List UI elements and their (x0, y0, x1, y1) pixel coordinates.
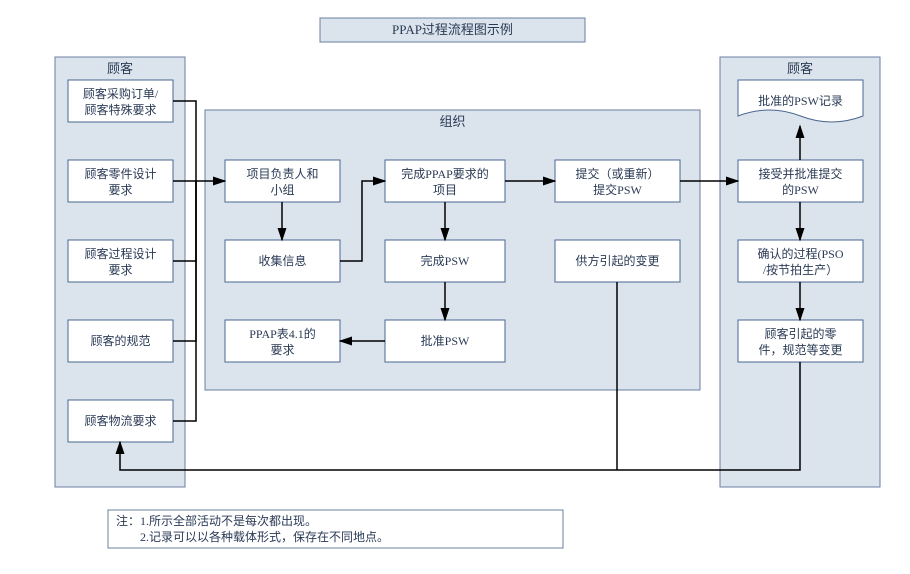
node-text2-m3: 要求 (270, 343, 294, 357)
node-text2-m7: 提交PSW (593, 182, 642, 197)
node-text2-l1: 顾客特殊要求 (84, 102, 156, 117)
note-line1: 注：1.所示全部活动不是每次都出现。 (116, 513, 317, 528)
node-text2-r3: /按节拍生产） (763, 262, 838, 277)
container-label-right: 顾客 (787, 61, 813, 76)
node-text-r1: 批准的PSW记录 (758, 93, 843, 108)
node-text1-m7: 提交（或重新） (575, 166, 659, 181)
node-text-m6: 批准PSW (421, 333, 470, 348)
node-text1-m4: 完成PPAP要求的 (401, 166, 489, 181)
container-label-left: 顾客 (107, 61, 133, 76)
node-text1-l1: 顾客采购订单/ (83, 86, 159, 101)
ppap-flowchart: 顾客组织顾客PPAP过程流程图示例顾客采购订单/顾客特殊要求顾客零件设计要求顾客… (0, 0, 910, 569)
node-text-m8: 供方引起的变更 (575, 253, 659, 268)
node-text-l4: 顾客的规范 (90, 333, 150, 348)
node-text2-m1: 小组 (270, 183, 294, 197)
node-text1-r2: 接受并批准提交 (758, 166, 842, 181)
node-text2-m4: 项目 (433, 183, 457, 197)
note-line2: 2.记录可以以各种载体形式，保存在不同地点。 (116, 529, 389, 544)
node-text2-r2: 的PSW (782, 182, 819, 197)
node-text2-r4: 件，规范等变更 (758, 342, 842, 357)
container-label-mid: 组织 (439, 114, 465, 129)
node-text-l5: 顾客物流要求 (84, 413, 156, 428)
title-text: PPAP过程流程图示例 (392, 22, 513, 37)
node-text-m5: 完成PSW (421, 253, 470, 268)
node-text2-l3: 要求 (108, 263, 132, 277)
node-text1-m3: PPAP表4.1的 (249, 326, 316, 341)
node-text-m2: 收集信息 (258, 253, 306, 268)
node-text2-l2: 要求 (108, 183, 132, 197)
node-text1-r4: 顾客引起的零 (764, 326, 836, 341)
node-text1-l2: 顾客零件设计 (84, 166, 156, 181)
node-text1-m1: 项目负责人和 (246, 167, 318, 181)
node-text1-l3: 顾客过程设计 (84, 246, 156, 261)
node-text1-r3: 确认的过程(PSO (757, 246, 843, 261)
